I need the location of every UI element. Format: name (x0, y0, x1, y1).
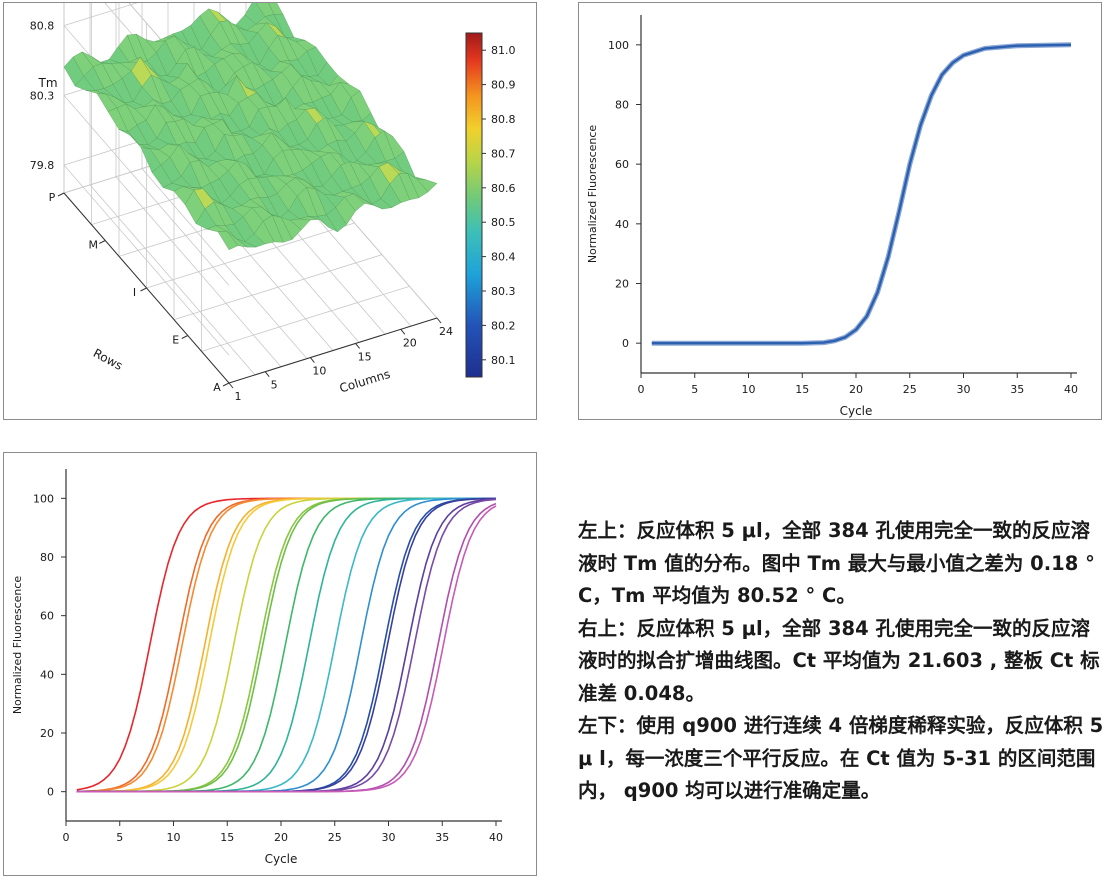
floor-grid-line (201, 285, 410, 352)
columns-axis-title: Columns (338, 367, 392, 396)
tr-y-tick-label: 100 (608, 39, 629, 52)
colorbar-tick-label: 80.6 (491, 182, 516, 195)
bl-x-tick-label: 0 (63, 831, 70, 844)
bl-y-tick-label: 40 (40, 668, 54, 681)
colorbar-tick-label: 80.9 (491, 79, 516, 92)
colorbar-tick-label: 80.3 (491, 285, 516, 298)
bl-y-tick-label: 0 (47, 786, 54, 799)
bl-x-tick-label: 30 (382, 831, 396, 844)
tr-y-axis-title: Normalized Fluorescence (586, 125, 599, 264)
bl-y-tick-label: 60 (40, 610, 54, 623)
column-tick-label: 15 (358, 350, 372, 363)
row-tick (222, 382, 230, 387)
z-axis-title: Tm (37, 76, 57, 90)
floor-grid-line (173, 254, 383, 321)
column-tick (228, 382, 234, 389)
row-tick-label: M (89, 239, 99, 252)
amplification-curve-chart: 0 5 10 15 20 25 30 35 40 0 20 40 60 80 100 Cycle Normali… (586, 15, 1078, 418)
tr-x-tick-label: 40 (1064, 383, 1078, 396)
columns-axis (228, 317, 438, 384)
bl-y-axis-title: Normalized Fluorescence (11, 576, 24, 715)
row-tick (57, 192, 65, 197)
z-tick-label: 79.8 (30, 159, 55, 172)
dilution-curve-18 (76, 505, 497, 793)
row-tick (99, 240, 106, 244)
tm-surface-chart: 79.880.380.881.3Tm1510152024AEIMPColumns… (30, 3, 516, 403)
tr-x-tick-label: 0 (638, 383, 645, 396)
bl-y-tick-label: 20 (40, 727, 54, 740)
column-tick-label: 1 (235, 390, 242, 403)
curve-band (651, 42, 1072, 346)
dilution-curve-15 (76, 498, 497, 793)
row-tick-label: P (49, 191, 56, 204)
bl-x-tick-label: 40 (489, 831, 503, 844)
row-tick-label: E (172, 334, 179, 347)
colorbar-tick-label: 80.8 (491, 113, 516, 126)
colorbar-tick-label: 80.4 (491, 251, 516, 264)
tr-x-tick-label: 30 (957, 383, 971, 396)
figure-caption: 左上：反应体积 5 μl，全部 384 孔使用完全一致的反应溶液时 Tm 值的分… (578, 515, 1106, 808)
colorbar-tick-label: 81.0 (491, 44, 516, 57)
dilution-series-panel: 0 5 10 15 20 25 30 35 40 0 20 40 60 80 100 Cycle Normali… (3, 452, 537, 876)
colorbar-tick-label: 80.1 (491, 354, 516, 367)
caption-bottom-left: 左下：使用 q900 进行连续 4 倍梯度稀释实验，反应体积 5 μ l，每一浓… (578, 714, 1104, 802)
surface-patch (416, 178, 438, 193)
tr-x-axis-title: Cycle (840, 404, 873, 418)
tr-y-tick-label: 60 (615, 158, 629, 171)
tr-y-tick-label: 20 (615, 278, 629, 291)
row-tick (181, 335, 188, 339)
colorbar-tick-label: 80.2 (491, 319, 516, 332)
bl-x-tick-label: 20 (274, 831, 288, 844)
z-tick-label: 80.8 (30, 20, 55, 33)
column-tick (355, 343, 360, 349)
column-tick-label: 24 (439, 325, 453, 338)
column-tick (310, 357, 315, 363)
tr-x-tick-label: 15 (795, 383, 809, 396)
z-tick-label: 80.3 (30, 89, 55, 102)
row-tick (140, 287, 147, 292)
tr-x-tick-label: 35 (1010, 383, 1024, 396)
caption-top-right: 右上：反应体积 5 μl，全部 384 孔使用完全一致的反应溶液时的拟合扩增曲线… (578, 616, 1100, 705)
curve-line (651, 43, 1072, 345)
tr-x-tick-label: 25 (903, 383, 917, 396)
rows-axis-title: Rows (91, 346, 125, 373)
bl-x-tick-label: 35 (435, 831, 449, 844)
column-tick (436, 317, 442, 324)
column-tick (264, 371, 270, 378)
tr-x-tick-label: 5 (691, 383, 698, 396)
caption-top-left: 左上：反应体积 5 μl，全部 384 孔使用完全一致的反应溶液时 Tm 值的分… (578, 519, 1095, 607)
bl-x-tick-label: 25 (328, 831, 342, 844)
colorbar (465, 32, 483, 378)
colorbar-tick-label: 80.5 (491, 216, 516, 229)
column-tick-label: 10 (312, 365, 326, 378)
bl-y-tick-label: 80 (40, 551, 54, 564)
column-tick (400, 328, 406, 335)
tr-x-tick-label: 20 (849, 383, 863, 396)
column-tick-label: 20 (403, 336, 417, 349)
tr-x-tick-label: 10 (742, 383, 756, 396)
amplification-curve-panel: 0 5 10 15 20 25 30 35 40 0 20 40 60 80 100 Cycle Normali… (578, 2, 1102, 420)
row-tick-label: A (213, 381, 221, 394)
row-tick-label: I (133, 286, 136, 299)
bl-x-tick-label: 15 (220, 831, 234, 844)
bl-x-axis-title: Cycle (265, 852, 298, 866)
tm-surface-panel: 79.880.380.881.3Tm1510152024AEIMPColumns… (3, 2, 537, 420)
bl-x-tick-label: 5 (116, 831, 123, 844)
column-tick-label: 5 (271, 379, 278, 392)
tr-y-tick-label: 40 (615, 218, 629, 231)
bl-x-tick-label: 10 (167, 831, 181, 844)
tr-y-tick-label: 80 (615, 99, 629, 112)
floor-grid-line (146, 222, 355, 289)
bl-y-tick-label: 100 (33, 492, 54, 505)
colorbar-tick-label: 80.7 (491, 147, 516, 160)
dilution-series-chart: 0 5 10 15 20 25 30 35 40 0 20 40 60 80 100 Cycle Normali… (11, 469, 503, 866)
tr-y-tick-label: 0 (622, 337, 629, 350)
